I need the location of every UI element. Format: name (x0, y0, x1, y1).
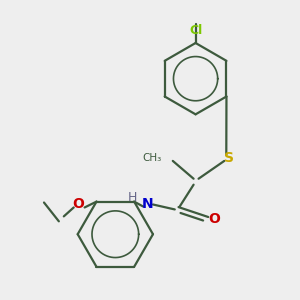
Text: CH₃: CH₃ (142, 153, 162, 163)
Text: N: N (142, 197, 154, 212)
Text: H: H (128, 191, 137, 204)
Text: O: O (208, 212, 220, 226)
Text: O: O (73, 197, 85, 212)
Text: S: S (224, 151, 234, 165)
Text: Cl: Cl (189, 24, 202, 37)
